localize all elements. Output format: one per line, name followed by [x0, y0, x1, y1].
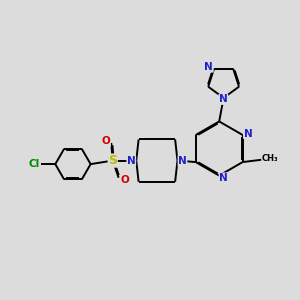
Text: N: N	[127, 156, 136, 166]
Text: O: O	[121, 175, 129, 185]
Text: N: N	[244, 128, 252, 139]
Text: N: N	[178, 156, 187, 166]
Text: CH₃: CH₃	[262, 154, 278, 163]
Text: N: N	[219, 94, 228, 104]
Text: Cl: Cl	[28, 159, 40, 169]
Text: O: O	[102, 136, 110, 146]
Text: N: N	[219, 173, 228, 183]
Text: S: S	[108, 154, 117, 167]
Text: N: N	[204, 62, 213, 72]
